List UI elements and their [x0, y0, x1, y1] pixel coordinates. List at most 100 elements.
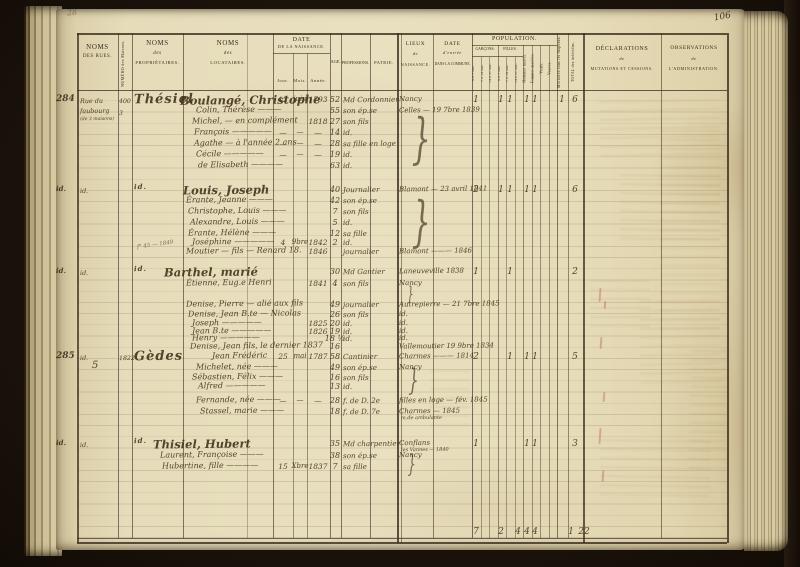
population-tally: 1: [532, 352, 538, 362]
tenant-name: Hubertine, fille ————: [161, 460, 259, 471]
age-value: 7: [332, 207, 338, 216]
table-hline: [77, 90, 727, 92]
population-tally: 1: [507, 185, 513, 195]
population-tally: 1: [559, 95, 565, 105]
birth-year: 1793: [308, 95, 328, 104]
house-number: 1822: [118, 354, 135, 363]
margin-number: id.: [55, 265, 67, 276]
tenant-name: Cécile —————: [195, 148, 264, 159]
age-value: 55: [329, 106, 341, 115]
table-vline: [489, 57, 490, 538]
profession: son fils: [342, 278, 369, 289]
profession: id.: [342, 217, 353, 228]
table-vline: [480, 57, 482, 538]
population-tally: 1: [524, 352, 530, 362]
binding-left: [24, 6, 62, 556]
profession: f. de D. 7e: [342, 406, 381, 417]
proprietor-name: id.: [133, 263, 148, 274]
birth-day: 15: [278, 462, 288, 471]
profession: Md charpentier: [342, 438, 401, 449]
birthplace-entry: Charmes ——— 1814: [398, 351, 475, 361]
proprietor-name: id.: [133, 435, 148, 446]
header-population: POPULATION.: [491, 36, 538, 42]
age-value: 2: [332, 238, 338, 247]
birth-day: —: [279, 128, 287, 137]
table-vline: [506, 57, 507, 538]
age-value: 49: [329, 363, 341, 372]
table-vline: [341, 33, 342, 538]
header-entree: DATE: [444, 41, 461, 47]
population-tally: 1: [532, 439, 538, 449]
margin-number: 285: [55, 350, 75, 362]
profession: son ép.se: [342, 362, 378, 373]
proprietor-name: id.: [133, 181, 148, 192]
street-name: Rue du: [79, 96, 103, 106]
tenant-name: Laurent, Françoise ———: [159, 449, 264, 460]
profession: Journalier: [342, 184, 380, 195]
header-proprietaires-de: des: [153, 51, 162, 56]
birth-month: juin: [293, 95, 307, 103]
table-vline: [548, 45, 550, 538]
population-tally: 2: [473, 352, 479, 362]
house-number: 3: [118, 109, 123, 118]
population-tally: 3: [572, 439, 578, 449]
table-vline: [183, 33, 184, 538]
age-value: 4: [332, 279, 338, 288]
header-entree-sub: DANS LA COMMUNE.: [434, 62, 471, 66]
street-name: (de 3 maisons): [79, 116, 115, 123]
table-hline: [273, 53, 330, 54]
table-vline: [370, 33, 371, 538]
population-tally: 1: [507, 95, 513, 105]
profession: sa fille: [342, 228, 367, 239]
table-vline: [330, 33, 331, 538]
population-tally: 2: [572, 267, 578, 277]
birth-day: —: [279, 139, 287, 148]
book-cover-edge: [784, 0, 800, 567]
age-value: 7: [332, 462, 338, 471]
header-rotated-label: Veuves.: [547, 60, 552, 75]
margin-number: 284: [55, 93, 75, 105]
age-value: 19: [329, 327, 341, 336]
ink-bleed: [590, 280, 650, 330]
margin-number: id.: [55, 437, 67, 448]
header-proprietaires-sub: PROPRIÉTAIRES.: [135, 60, 180, 65]
population-tally: 1: [532, 95, 538, 105]
population-tally: 1: [507, 267, 513, 277]
birthplace-entry: Nancy: [398, 94, 422, 104]
profession: son fils: [342, 309, 369, 320]
header-professions: PROFESSIONS.: [341, 60, 370, 65]
profession: id.: [342, 127, 353, 138]
ditto-brace: }: [411, 107, 431, 170]
profession: id.: [342, 237, 353, 248]
table-vline: [531, 45, 533, 538]
header-declarations: DÉCLARATIONS: [595, 46, 649, 52]
age-value: 40: [329, 185, 341, 194]
table-vline: [472, 33, 473, 538]
profession: son ép.se: [342, 105, 378, 116]
table-vline: [247, 33, 248, 538]
population-tally: 1: [498, 185, 504, 195]
birth-year: 1841: [308, 279, 328, 288]
header-proprietaires: NOMS: [146, 39, 169, 47]
street-name: id.: [79, 353, 89, 363]
header-rotated-label: NUMÉRO des Maisons.: [120, 40, 125, 87]
tenant-name: Étienne, Eug.e Henri: [185, 277, 272, 288]
tenant-name: Michelet, née ———: [195, 361, 278, 372]
profession: id.: [342, 160, 353, 171]
profession: Md Cordonnier: [342, 94, 399, 105]
margin-number: id.: [55, 183, 67, 194]
profession: id.: [342, 149, 353, 160]
header-date-naissance: DATE: [292, 37, 311, 43]
tenant-name: Denise, Jean fils, le dernier 1837: [189, 340, 324, 351]
profession: journalier: [342, 246, 379, 257]
birthplace-entry: Autrepierre — 21 7bre 1845: [398, 299, 500, 309]
table-vline: [132, 33, 133, 538]
column-total: 4: [532, 527, 538, 537]
header-jour: Jour.: [277, 78, 289, 83]
age-value: 19: [329, 150, 341, 159]
birth-year: 1787: [308, 352, 328, 361]
header-date-naissance-sub: DE LA NAISSANCE.: [277, 44, 326, 49]
birth-year: —: [314, 128, 322, 137]
table-vline: [583, 33, 585, 543]
